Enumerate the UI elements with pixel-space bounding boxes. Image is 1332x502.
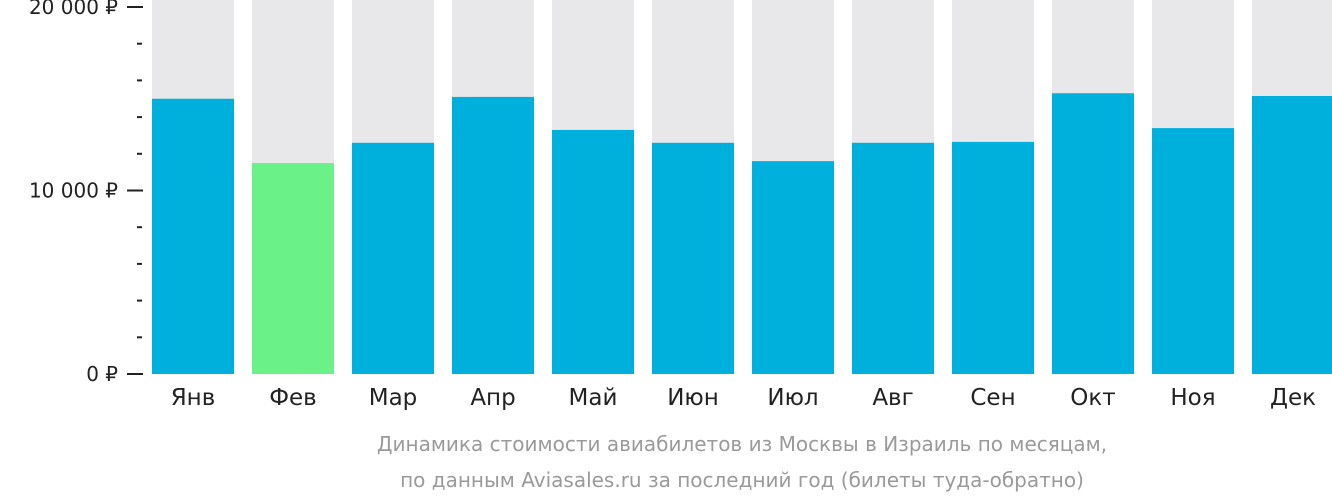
bar: [1252, 95, 1332, 374]
y-tick-label: 0 ₽: [86, 362, 118, 386]
bar: [752, 161, 834, 374]
bar: [1052, 93, 1134, 375]
chart-caption-line-1: Динамика стоимости авиабилетов из Москвы…: [376, 432, 1108, 456]
bar: [852, 142, 934, 374]
x-tick-label: Июн: [667, 385, 719, 411]
price-bar-chart: 0 ₽ 10 000 ₽ 20 000 ₽ Янв Фев Мар Апр Май Июн Ию…: [29, 0, 1332, 411]
bar: [352, 142, 434, 374]
y-tick-label: 10 000 ₽: [29, 179, 118, 203]
y-axis: 0 ₽ 10 000 ₽ 20 000 ₽: [29, 0, 143, 386]
chart-caption-line-2: по данным Aviasales.ru за последний год …: [400, 468, 1084, 492]
bar-highlight: [252, 162, 334, 374]
bar: [552, 129, 634, 374]
bar: [952, 141, 1034, 374]
x-tick-label: Дек: [1270, 385, 1316, 411]
x-tick-label: Апр: [470, 385, 515, 411]
x-tick-label: Мар: [369, 385, 418, 411]
x-tick-label: Фев: [269, 385, 317, 411]
x-tick-label: Июл: [767, 385, 818, 411]
bar: [452, 96, 534, 374]
bar: [1152, 128, 1234, 374]
y-tick-label: 20 000 ₽: [29, 0, 118, 19]
x-tick-label: Янв: [171, 385, 216, 411]
bar: [652, 142, 734, 374]
x-tick-label: Май: [569, 385, 618, 411]
bars: [152, 93, 1332, 375]
x-tick-label: Авг: [872, 385, 913, 411]
x-tick-label: Сен: [970, 385, 1015, 411]
x-tick-label: Окт: [1070, 385, 1115, 411]
x-tick-label: Ноя: [1170, 385, 1215, 411]
x-axis: Янв Фев Мар Апр Май Июн Июл Авг Сен Окт Ноя Дек: [171, 385, 1316, 411]
bar: [152, 98, 234, 374]
